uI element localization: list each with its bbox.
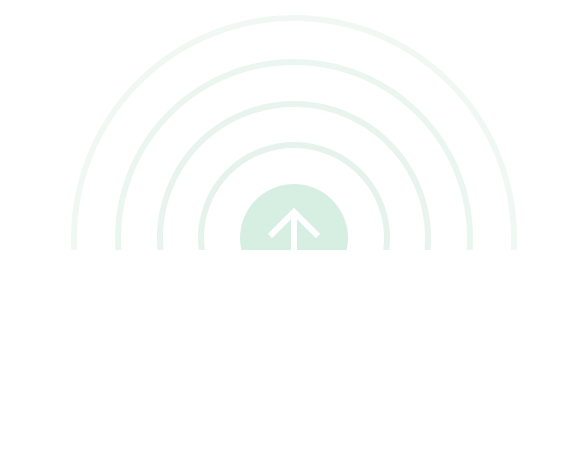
ring-second [157,101,431,250]
ring-outer [71,15,517,250]
arrow-up-icon [267,207,321,250]
ring-inner [198,142,390,250]
ring-third [115,59,473,250]
